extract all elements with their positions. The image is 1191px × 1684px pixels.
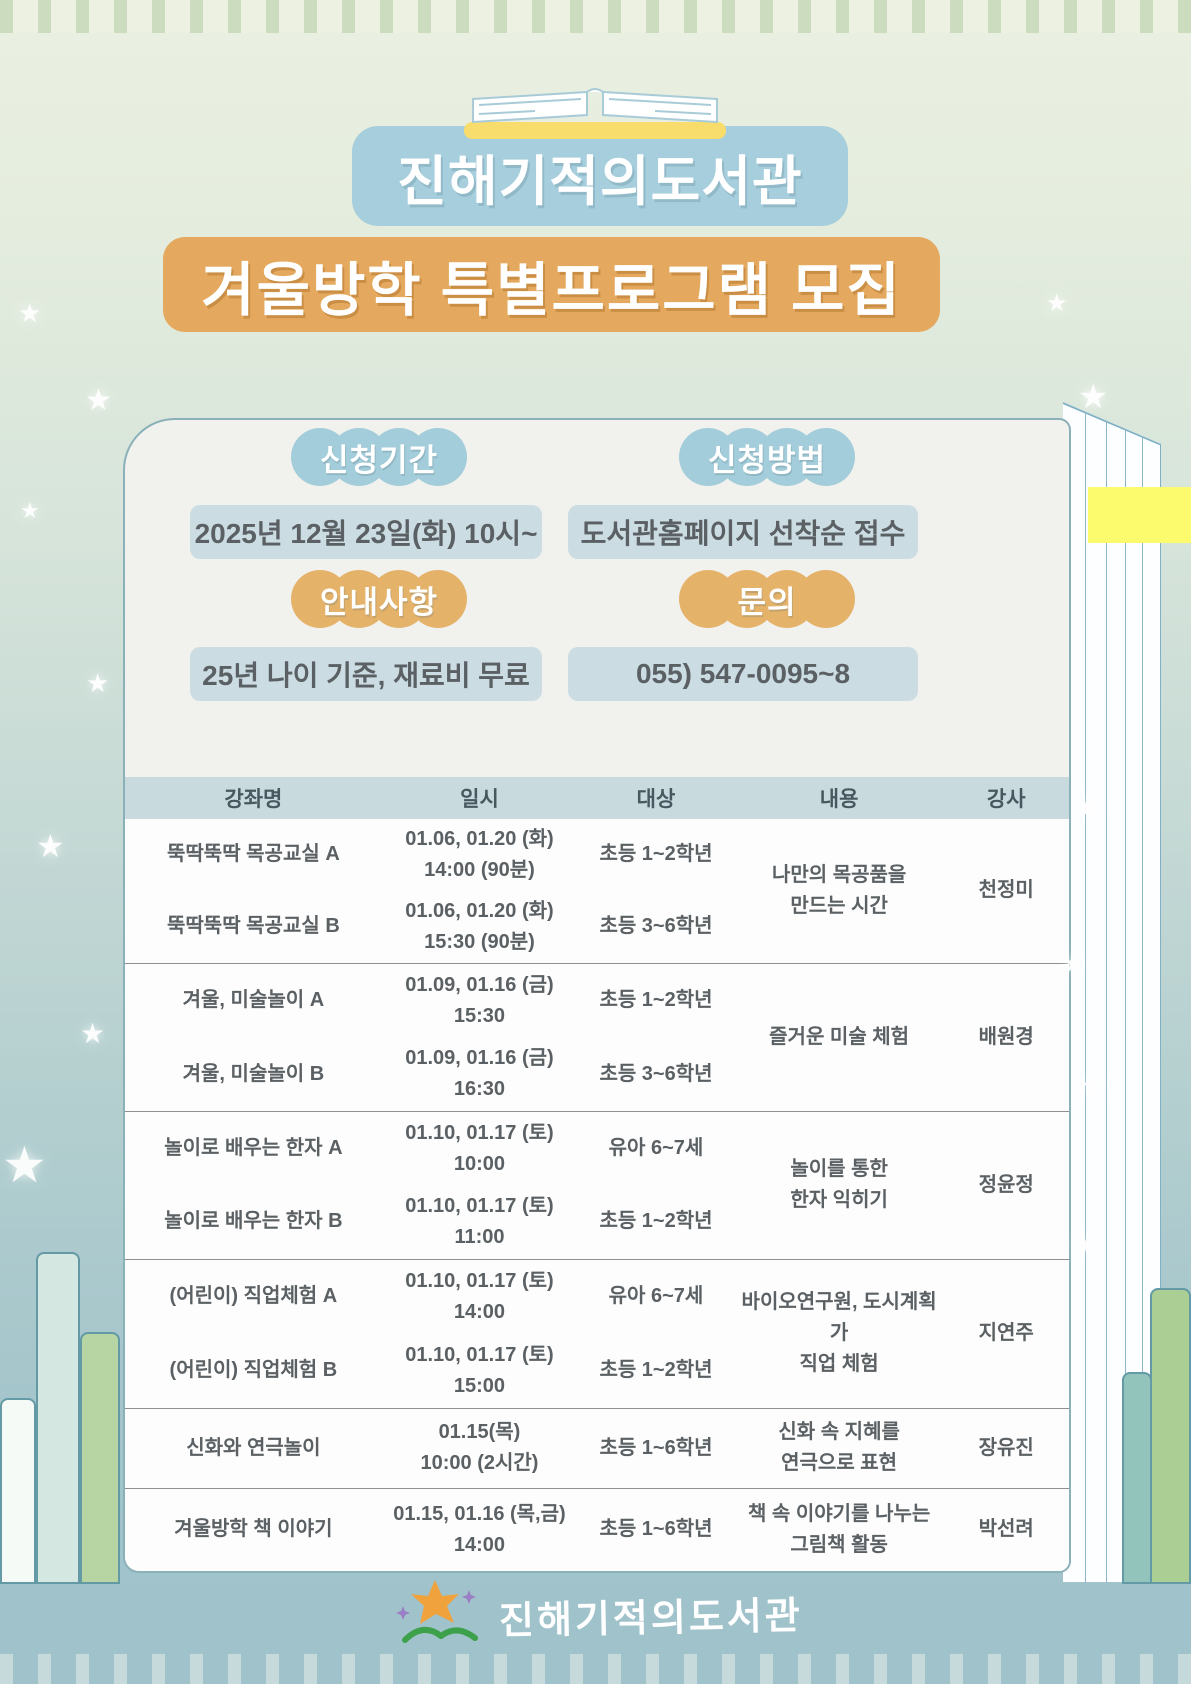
- notice-value: 25년 나이 기준, 재료비 무료: [190, 647, 542, 701]
- table-group: (어린이) 직업체험 A (어린이) 직업체험 B 01.10, 01.17 (…: [125, 1258, 1069, 1408]
- course-target: 유아 6~7세: [608, 1137, 704, 1160]
- course-name: 뚝딱뚝딱 목공교실 B: [167, 915, 340, 938]
- program-card: 신청기간 신청방법 2025년 12월 23일(화) 10시~ 도서관홈페이지 …: [123, 418, 1071, 1573]
- table-group: 신화와 연극놀이 01.15(목) 10:00 (2시간) 초등 1~6학년 신…: [125, 1407, 1069, 1488]
- course-target: 초등 1~2학년: [599, 1359, 713, 1382]
- course-datetime: 01.10, 01.17 (토) 14:00: [405, 1269, 554, 1323]
- course-content: 바이오연구원, 도시계획가 직업 체험: [741, 1291, 937, 1376]
- course-content: 놀이를 통한 한자 익히기: [790, 1158, 888, 1212]
- star-icon: ★: [86, 668, 110, 698]
- course-name: 신화와 연극놀이: [186, 1436, 321, 1459]
- book-decoration: [0, 1398, 36, 1584]
- program-banner: 겨울방학 특별프로그램 모집: [163, 237, 940, 332]
- course-name: 놀이로 배우는 한자 B: [164, 1210, 343, 1233]
- col-header-instructor: 강사: [986, 787, 1026, 811]
- apply-period-value: 2025년 12월 23일(화) 10시~: [190, 505, 542, 559]
- course-datetime: 01.10, 01.17 (토) 11:00: [405, 1194, 554, 1248]
- notice-label: 안내사항: [319, 584, 439, 620]
- contact-badge: 문의: [679, 570, 855, 628]
- book-decoration: [1122, 1372, 1152, 1584]
- course-content: 나만의 목공품을 만드는 시간: [771, 863, 907, 917]
- apply-method-badge: 신청방법: [679, 428, 855, 486]
- course-instructor: 장유진: [978, 1436, 1034, 1459]
- top-stripe-band: [0, 0, 1191, 33]
- col-header-content: 내용: [819, 787, 859, 811]
- course-name: 겨울방학 책 이야기: [174, 1518, 333, 1541]
- library-logo: 진해기적의도서관: [0, 1578, 1191, 1650]
- notice-badge: 안내사항: [291, 570, 467, 628]
- course-datetime: 01.09, 01.16 (금) 15:30: [405, 973, 554, 1027]
- apply-method-value: 도서관홈페이지 선착순 접수: [568, 505, 918, 559]
- col-header-datetime: 일시: [460, 787, 499, 811]
- course-target: 초등 1~6학년: [599, 1436, 713, 1459]
- course-datetime: 01.06, 01.20 (화) 14:00 (90분): [405, 827, 554, 881]
- star-icon: ★: [1062, 948, 1086, 978]
- course-target: 초등 1~2학년: [599, 1210, 713, 1233]
- course-target: 초등 1~2학년: [599, 843, 713, 866]
- course-name: 겨울, 미술놀이 A: [182, 989, 325, 1012]
- course-instructor: 천정미: [978, 879, 1034, 902]
- course-target: 초등 1~2학년: [599, 989, 713, 1012]
- course-name: (어린이) 직업체험 A: [169, 1285, 338, 1308]
- course-datetime: 01.09, 01.16 (금) 16:30: [405, 1047, 554, 1101]
- col-header-target: 대상: [636, 787, 676, 811]
- bottom-stripe-band: [0, 1654, 1191, 1684]
- course-datetime: 01.15, 01.16 (목,금) 14:00: [393, 1502, 566, 1556]
- book-decoration: [80, 1332, 120, 1584]
- star-icon: ★: [85, 384, 112, 417]
- col-header-course: 강좌명: [224, 787, 283, 811]
- star-icon: ★: [20, 498, 40, 523]
- course-instructor: 정윤정: [978, 1173, 1034, 1196]
- star-icon: ★: [1080, 1070, 1107, 1103]
- star-icon: ★: [36, 828, 65, 864]
- table-group: 겨울방학 책 이야기 01.15, 01.16 (목,금) 14:00 초등 1…: [125, 1487, 1069, 1571]
- course-datetime: 01.15(목) 10:00 (2시간): [420, 1421, 539, 1475]
- open-book-icon: [455, 84, 735, 147]
- bookmark-decoration: [1088, 487, 1191, 543]
- banner-title: 겨울방학 특별프로그램 모집: [201, 257, 902, 323]
- library-name: 진해기적의도서관: [397, 151, 803, 212]
- course-target: 유아 6~7세: [608, 1285, 704, 1308]
- star-icon: ★: [2, 1137, 47, 1193]
- course-content: 신화 속 지혜를 연극으로 표현: [778, 1421, 900, 1475]
- library-title-box: 진해기적의도서관: [352, 126, 848, 226]
- star-icon: ★: [1078, 378, 1109, 416]
- contact-value: 055) 547-0095~8: [568, 647, 918, 701]
- course-datetime: 01.10, 01.17 (토) 10:00: [405, 1121, 554, 1175]
- table-header-row: 강좌명 일시 대상 내용 강사: [125, 777, 1069, 819]
- course-instructor: 박선려: [978, 1518, 1034, 1541]
- table-group: 겨울, 미술놀이 A 겨울, 미술놀이 B 01.09, 01.16 (금) 1…: [125, 962, 1069, 1112]
- star-icon: ★: [1046, 290, 1068, 317]
- star-icon: ★: [18, 298, 42, 328]
- course-name: 뚝딱뚝딱 목공교실 A: [167, 843, 340, 866]
- table-group: 놀이로 배우는 한자 A 놀이로 배우는 한자 B 01.10, 01.17 (…: [125, 1111, 1069, 1259]
- course-target: 초등 3~6학년: [599, 915, 713, 938]
- apply-period-label: 신청기간: [319, 442, 439, 478]
- course-content: 즐거운 미술 체험: [769, 1026, 910, 1049]
- star-icon: ★: [1076, 790, 1103, 823]
- course-target: 초등 1~6학년: [599, 1518, 713, 1541]
- book-decoration: [36, 1252, 80, 1584]
- course-datetime: 01.06, 01.20 (화) 15:30 (90분): [405, 899, 554, 953]
- program-table: 강좌명 일시 대상 내용 강사 뚝딱뚝딱 목공교실 A 뚝딱뚝딱 목공교실 B …: [125, 777, 1069, 1571]
- contact-label: 문의: [737, 584, 797, 620]
- book-decoration: [1150, 1288, 1191, 1584]
- star-icon: ★: [80, 1018, 106, 1049]
- course-name: 놀이로 배우는 한자 A: [164, 1137, 343, 1160]
- course-instructor: 배원경: [978, 1026, 1034, 1049]
- course-instructor: 지연주: [978, 1322, 1034, 1345]
- course-target: 초등 3~6학년: [599, 1062, 713, 1085]
- logo-star-icon: [395, 1580, 478, 1643]
- course-content: 책 속 이야기를 나누는 그림책 활동: [747, 1502, 931, 1556]
- logo-text: 진해기적의도서관: [498, 1594, 803, 1643]
- book-pages-decoration: [1063, 402, 1161, 1582]
- course-datetime: 01.10, 01.17 (토) 15:00: [405, 1343, 554, 1397]
- course-name: 겨울, 미술놀이 B: [182, 1062, 325, 1085]
- course-name: (어린이) 직업체험 B: [169, 1359, 338, 1382]
- apply-period-badge: 신청기간: [291, 428, 467, 486]
- star-icon: ★: [1070, 1228, 1096, 1259]
- table-group: 뚝딱뚝딱 목공교실 A 뚝딱뚝딱 목공교실 B 01.06, 01.20 (화)…: [125, 818, 1069, 963]
- apply-method-label: 신청방법: [707, 442, 827, 478]
